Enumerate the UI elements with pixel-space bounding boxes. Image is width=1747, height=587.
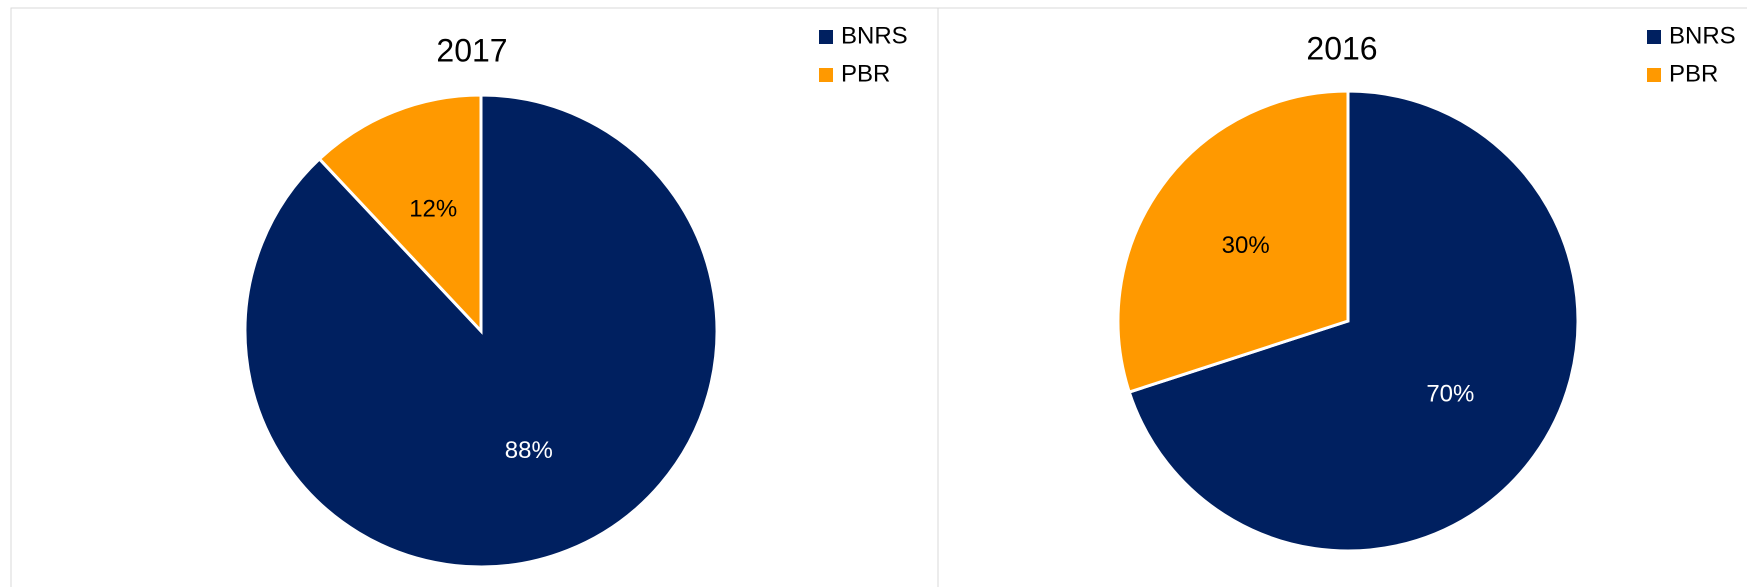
chart-title: 2017: [436, 32, 507, 68]
chart-title: 2016: [1306, 30, 1377, 66]
data-label: 88%: [505, 437, 553, 464]
legend-swatch: [819, 30, 833, 44]
legend-swatch: [1647, 30, 1661, 44]
pie-slice: [1116, 89, 1350, 394]
data-label: 70%: [1426, 381, 1474, 408]
pie-slice: [317, 93, 483, 335]
data-label: 30%: [1222, 232, 1270, 259]
legend-label: PBR: [841, 60, 890, 87]
legend-label: PBR: [1669, 60, 1718, 87]
legend-label: BNRS: [1669, 22, 1736, 49]
pie-slice: [1127, 89, 1580, 553]
legend-label: BNRS: [841, 22, 908, 49]
legend-swatch: [819, 68, 833, 82]
data-label: 12%: [409, 196, 457, 223]
legend-swatch: [1647, 68, 1661, 82]
